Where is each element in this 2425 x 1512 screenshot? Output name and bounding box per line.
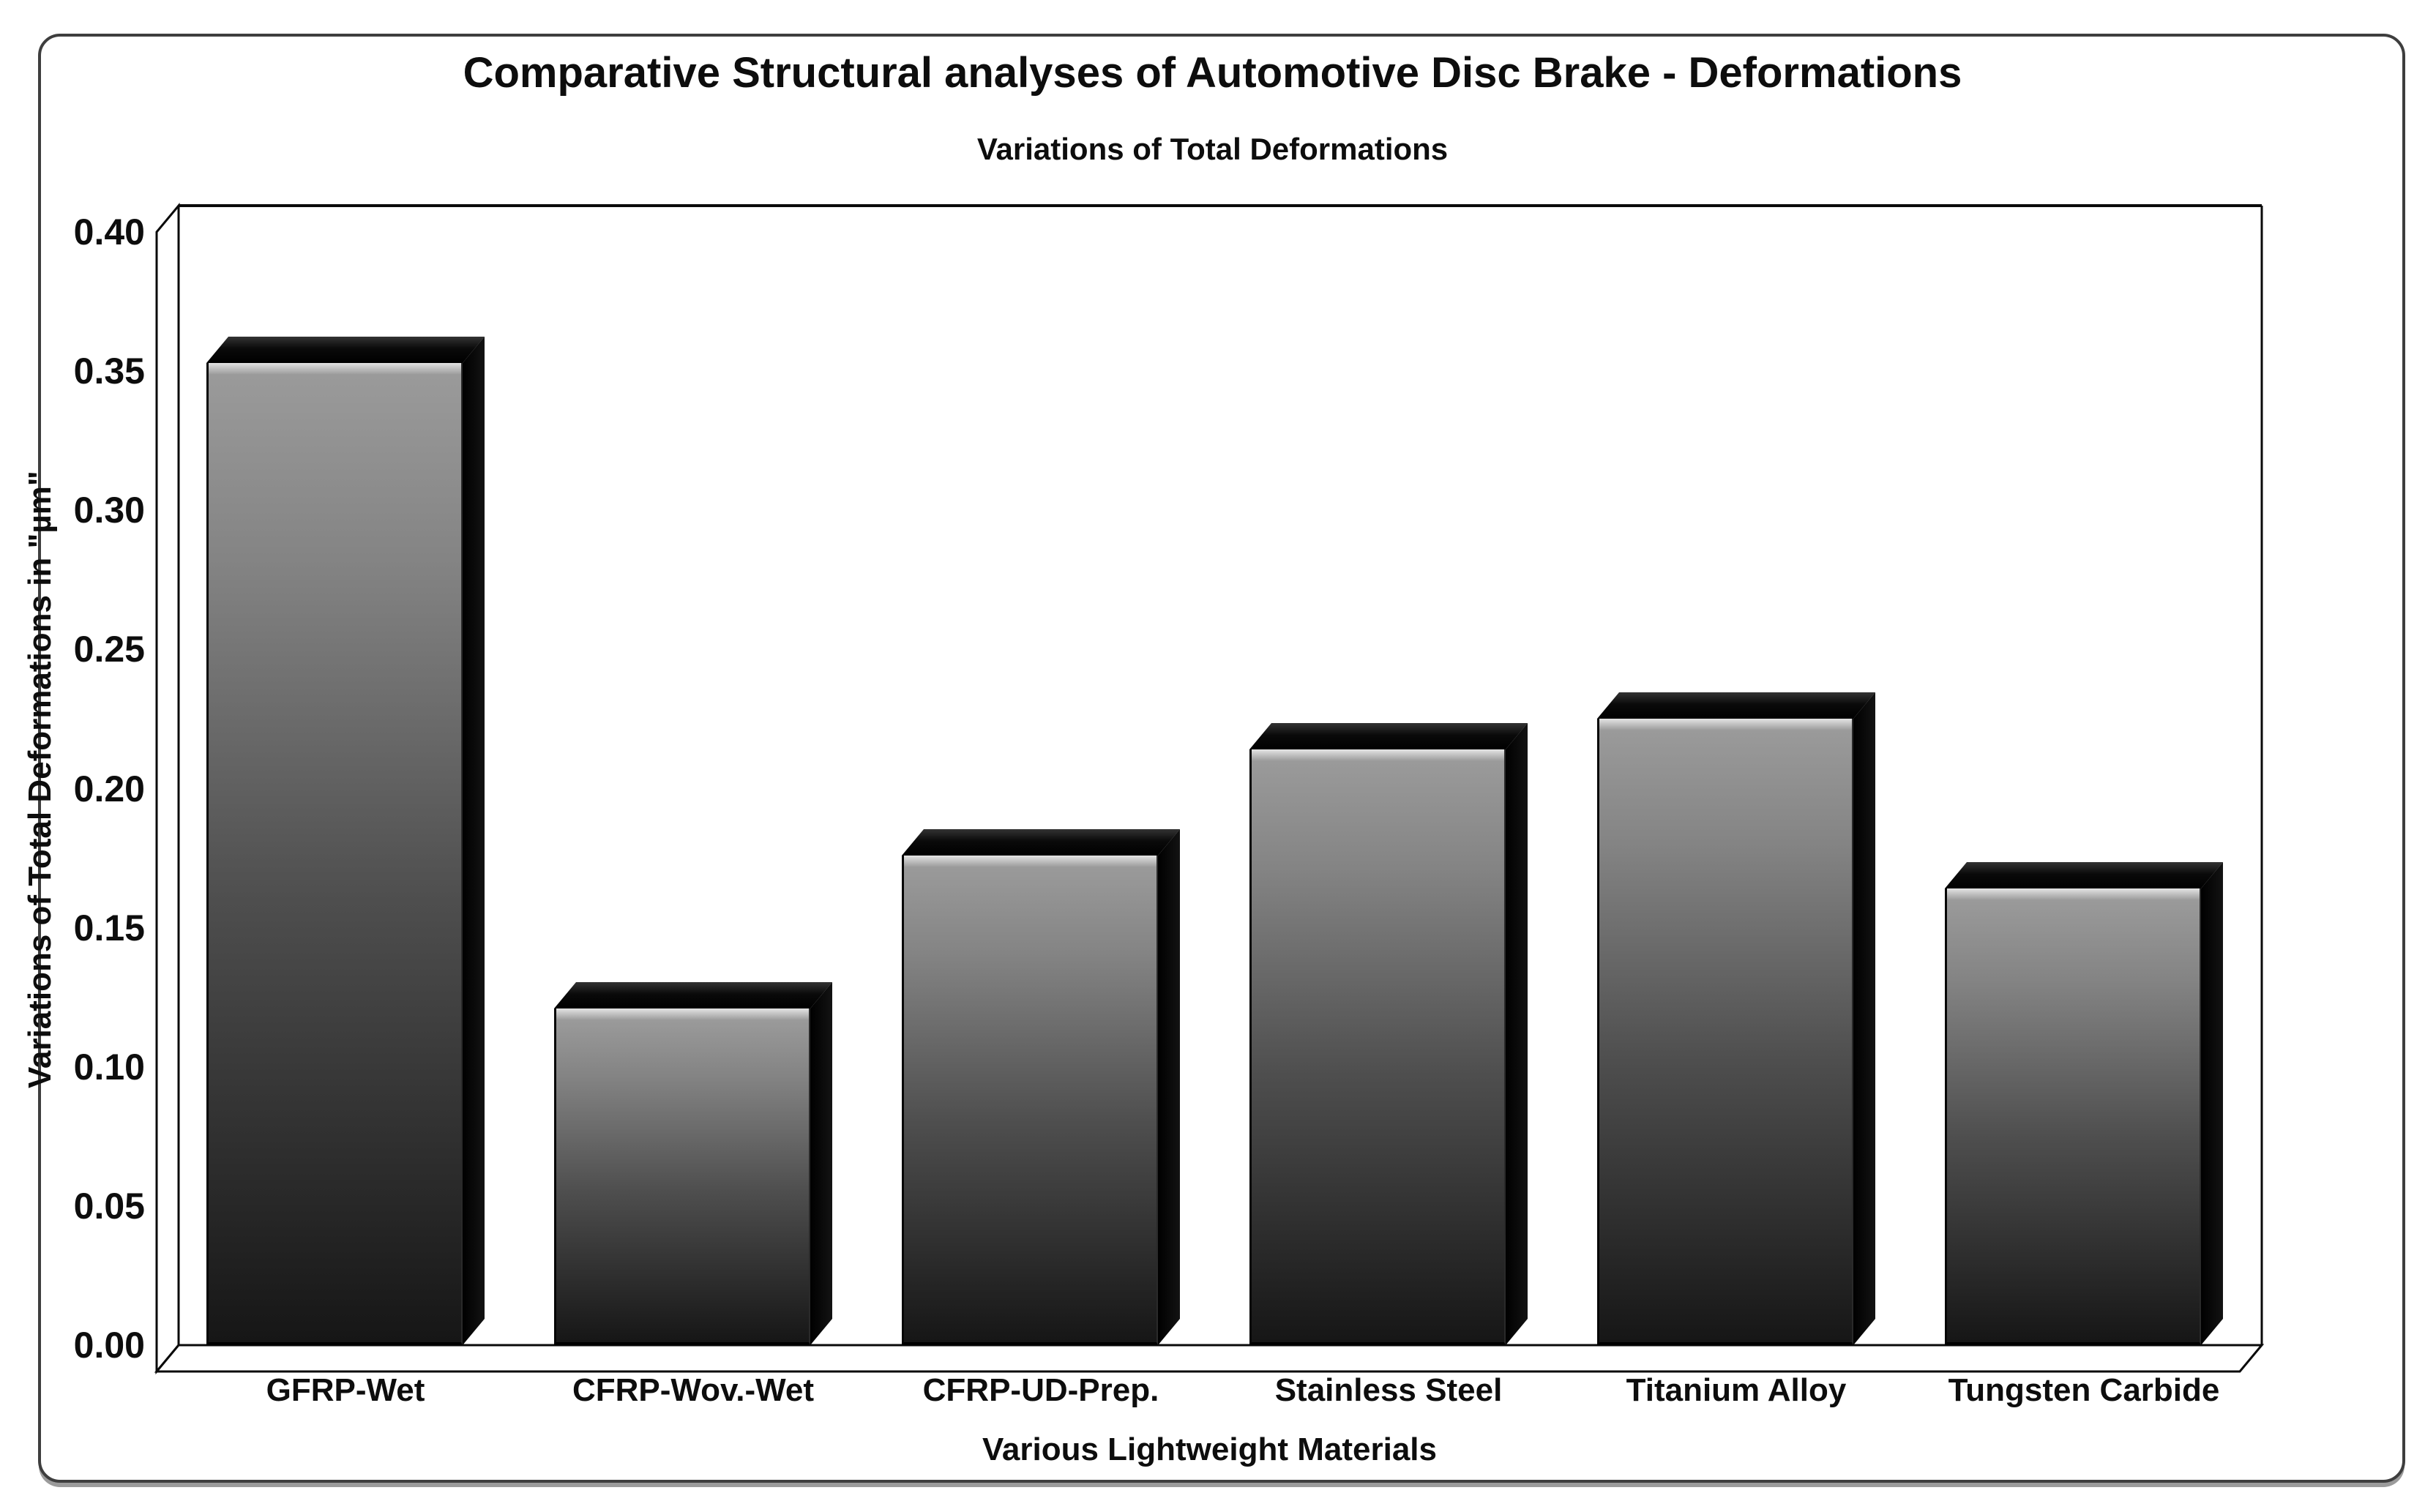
bar-right-face-titanium-alloy: [1853, 692, 1875, 1345]
y-tick-0.35: 0.35: [73, 351, 145, 392]
bar-top-face-gfrp-wet: [206, 337, 485, 363]
x-label-cfrp-wov-wet: CFRP-Wov.-Wet: [572, 1372, 814, 1408]
y-tick-0.05: 0.05: [73, 1186, 145, 1227]
x-label-stainless-steel: Stainless Steel: [1274, 1372, 1503, 1408]
bar-right-face-cfrp-wov-wet: [810, 982, 832, 1345]
x-label-titanium-alloy: Titanium Alloy: [1626, 1372, 1847, 1408]
y-tick-0.20: 0.20: [73, 768, 145, 809]
y-tick-0.10: 0.10: [73, 1047, 145, 1088]
chart-subtitle: Variations of Total Deformations: [976, 132, 1449, 166]
bar-titanium-alloy: [1597, 719, 1853, 1345]
bar-cfrp-ud-prep: [902, 856, 1158, 1345]
x-label-tungsten-carbide: Tungsten Carbide: [1948, 1372, 2220, 1408]
bar-cfrp-wov-wet: [554, 1008, 810, 1345]
bar-tungsten-carbide: [1945, 888, 2201, 1345]
y-tick-0.40: 0.40: [73, 212, 145, 252]
y-tick-0.15: 0.15: [73, 907, 145, 948]
x-label-gfrp-wet: GFRP-Wet: [266, 1372, 425, 1408]
bar-top-face-tungsten-carbide: [1945, 862, 2223, 888]
plot-floor: [154, 1344, 2265, 1373]
x-axis-title: Various Lightweight Materials: [982, 1431, 1437, 1467]
bar-right-face-tungsten-carbide: [2201, 862, 2223, 1345]
bar-gfrp-wet: [206, 363, 463, 1345]
bar-top-face-cfrp-ud-prep: [902, 829, 1180, 856]
y-tick-0.00: 0.00: [73, 1325, 145, 1366]
x-label-cfrp-ud-prep: CFRP-UD-Prep.: [922, 1372, 1159, 1408]
bar-top-face-titanium-alloy: [1597, 692, 1875, 719]
bar-top-face-stainless-steel: [1249, 723, 1528, 749]
bar-top-face-cfrp-wov-wet: [554, 982, 832, 1008]
bar-right-face-stainless-steel: [1506, 723, 1528, 1345]
bar-right-face-cfrp-ud-prep: [1158, 829, 1180, 1345]
y-tick-0.25: 0.25: [73, 629, 145, 670]
chart-title: Comparative Structural analyses of Autom…: [463, 49, 1962, 97]
bar-right-face-gfrp-wet: [463, 337, 485, 1345]
bar-stainless-steel: [1249, 749, 1506, 1345]
y-tick-0.30: 0.30: [73, 490, 145, 531]
